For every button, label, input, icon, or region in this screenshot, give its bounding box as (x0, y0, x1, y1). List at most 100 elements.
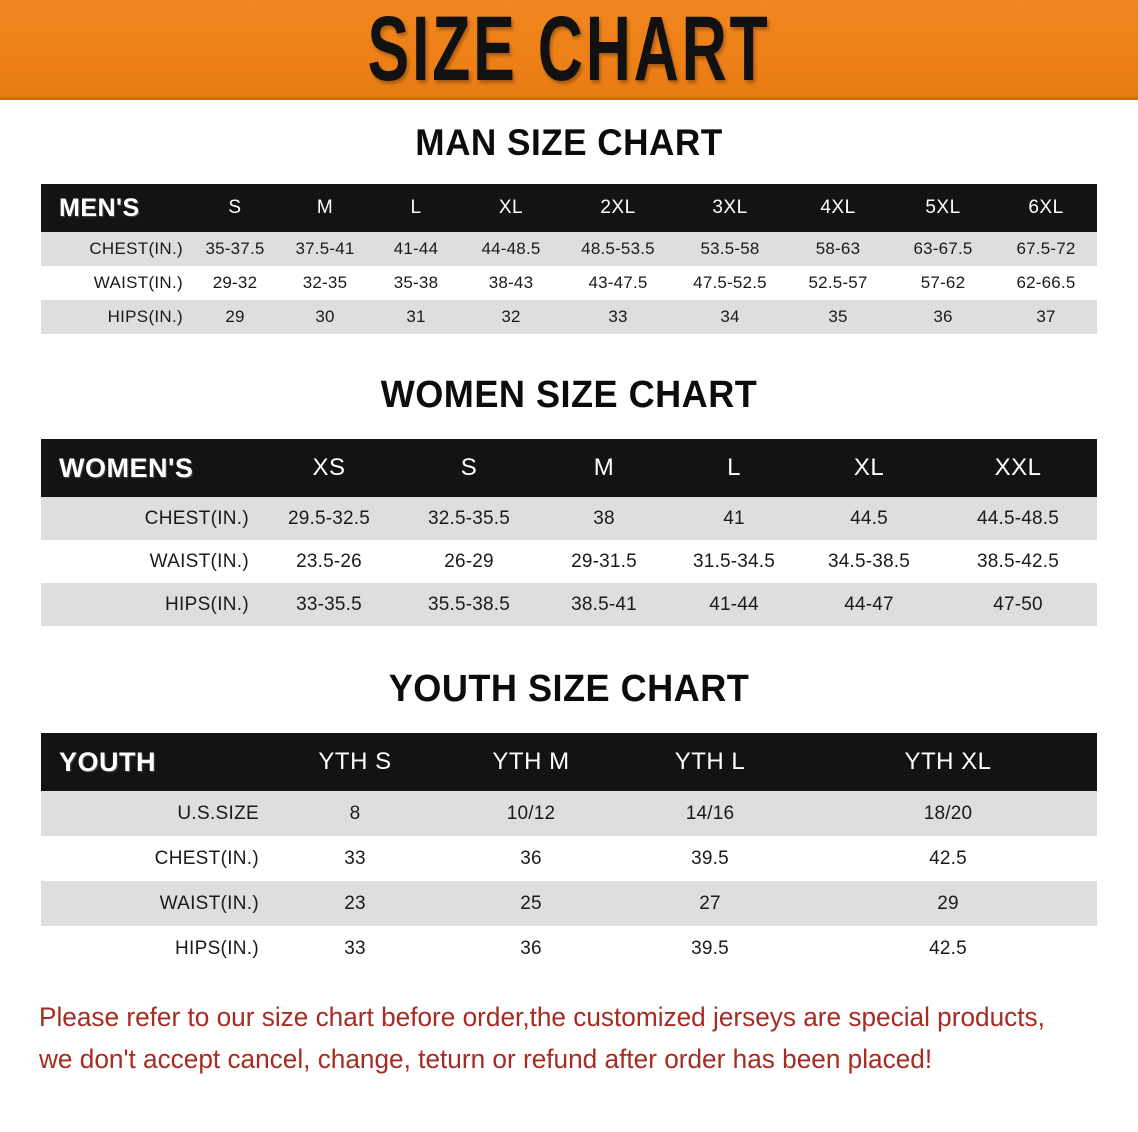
man-cell: 33 (561, 300, 675, 334)
table-row: WAIST(IN.) 23.5-26 26-29 29-31.5 31.5-34… (41, 540, 1097, 583)
youth-cell: 29 (799, 881, 1097, 926)
man-cell: 57-62 (891, 266, 995, 300)
women-size-table-wrapper: WOMEN'S XS S M L XL XXL CHEST(IN.) 29.5-… (41, 439, 1097, 626)
youth-cell: 42.5 (799, 836, 1097, 881)
women-cell: 32.5-35.5 (399, 497, 539, 540)
youth-row-label: HIPS(IN.) (41, 926, 269, 971)
table-row: HIPS(IN.) 33 36 39.5 42.5 (41, 926, 1097, 971)
women-corner-label: WOMEN'S (41, 439, 259, 497)
table-row: CHEST(IN.) 33 36 39.5 42.5 (41, 836, 1097, 881)
women-cell: 41 (669, 497, 799, 540)
man-col-header: S (191, 184, 279, 232)
man-row-label: HIPS(IN.) (41, 300, 191, 334)
youth-row-label: U.S.SIZE (41, 791, 269, 836)
notice-line-2: we don't accept cancel, change, teturn o… (39, 1043, 933, 1074)
man-col-header: XL (461, 184, 561, 232)
women-col-header: L (669, 439, 799, 497)
man-row-label: CHEST(IN.) (41, 232, 191, 266)
youth-cell: 18/20 (799, 791, 1097, 836)
women-cell: 29-31.5 (539, 540, 669, 583)
man-cell: 41-44 (371, 232, 461, 266)
notice-line-1: Please refer to our size chart before or… (39, 1002, 1045, 1032)
man-col-header: 3XL (675, 184, 785, 232)
table-row: HIPS(IN.) 33-35.5 35.5-38.5 38.5-41 41-4… (41, 583, 1097, 626)
youth-row-label: WAIST(IN.) (41, 881, 269, 926)
youth-section-title: YOUTH SIZE CHART (388, 668, 750, 710)
youth-col-header: YTH S (269, 733, 441, 791)
man-col-header: 4XL (785, 184, 891, 232)
women-size-table: WOMEN'S XS S M L XL XXL CHEST(IN.) 29.5-… (41, 439, 1097, 626)
man-cell: 63-67.5 (891, 232, 995, 266)
youth-cell: 25 (441, 881, 621, 926)
youth-header-row: YOUTH YTH S YTH M YTH L YTH XL (41, 733, 1097, 791)
man-row-label: WAIST(IN.) (41, 266, 191, 300)
youth-cell: 36 (441, 926, 621, 971)
women-cell: 44-47 (799, 583, 939, 626)
order-policy-notice: Please refer to our size chart before or… (39, 997, 1067, 1081)
youth-size-table-wrapper: YOUTH YTH S YTH M YTH L YTH XL U.S.SIZE … (41, 733, 1097, 971)
man-cell: 30 (279, 300, 371, 334)
women-cell: 31.5-34.5 (669, 540, 799, 583)
table-row: U.S.SIZE 8 10/12 14/16 18/20 (41, 791, 1097, 836)
women-col-header: XS (259, 439, 399, 497)
man-col-header: M (279, 184, 371, 232)
man-cell: 38-43 (461, 266, 561, 300)
man-cell: 35 (785, 300, 891, 334)
youth-cell: 8 (269, 791, 441, 836)
table-row: CHEST(IN.) 35-37.5 37.5-41 41-44 44-48.5… (41, 232, 1097, 266)
women-col-header: S (399, 439, 539, 497)
man-cell: 35-37.5 (191, 232, 279, 266)
man-header-row: MEN'S S M L XL 2XL 3XL 4XL 5XL 6XL (41, 184, 1097, 232)
youth-cell: 39.5 (621, 926, 799, 971)
women-cell: 38 (539, 497, 669, 540)
women-cell: 41-44 (669, 583, 799, 626)
youth-corner-label: YOUTH (41, 733, 269, 791)
man-section-title: MAN SIZE CHART (415, 122, 723, 163)
women-col-header: XL (799, 439, 939, 497)
man-cell: 29-32 (191, 266, 279, 300)
women-col-header: M (539, 439, 669, 497)
table-row: CHEST(IN.) 29.5-32.5 32.5-35.5 38 41 44.… (41, 497, 1097, 540)
table-row: HIPS(IN.) 29 30 31 32 33 34 35 36 37 (41, 300, 1097, 334)
man-cell: 36 (891, 300, 995, 334)
youth-row-label: CHEST(IN.) (41, 836, 269, 881)
youth-cell: 36 (441, 836, 621, 881)
women-cell: 34.5-38.5 (799, 540, 939, 583)
youth-col-header: YTH M (441, 733, 621, 791)
man-cell: 43-47.5 (561, 266, 675, 300)
man-cell: 48.5-53.5 (561, 232, 675, 266)
women-cell: 44.5 (799, 497, 939, 540)
man-cell: 58-63 (785, 232, 891, 266)
youth-col-header: YTH L (621, 733, 799, 791)
youth-cell: 23 (269, 881, 441, 926)
man-col-header: 5XL (891, 184, 995, 232)
youth-cell: 42.5 (799, 926, 1097, 971)
man-cell: 31 (371, 300, 461, 334)
man-corner-label: MEN'S (41, 184, 191, 232)
women-cell: 35.5-38.5 (399, 583, 539, 626)
man-cell: 35-38 (371, 266, 461, 300)
youth-cell: 33 (269, 836, 441, 881)
women-row-label: HIPS(IN.) (41, 583, 259, 626)
man-cell: 67.5-72 (995, 232, 1097, 266)
women-col-header: XXL (939, 439, 1097, 497)
man-cell: 37 (995, 300, 1097, 334)
women-section-title: WOMEN SIZE CHART (380, 374, 758, 416)
man-size-table-wrapper: MEN'S S M L XL 2XL 3XL 4XL 5XL 6XL CHEST… (41, 184, 1097, 334)
youth-cell: 27 (621, 881, 799, 926)
youth-cell: 33 (269, 926, 441, 971)
man-col-header: L (371, 184, 461, 232)
man-cell: 53.5-58 (675, 232, 785, 266)
women-cell: 23.5-26 (259, 540, 399, 583)
man-cell: 62-66.5 (995, 266, 1097, 300)
man-cell: 52.5-57 (785, 266, 891, 300)
man-cell: 29 (191, 300, 279, 334)
youth-col-header: YTH XL (799, 733, 1097, 791)
man-cell: 37.5-41 (279, 232, 371, 266)
man-cell: 47.5-52.5 (675, 266, 785, 300)
women-cell: 33-35.5 (259, 583, 399, 626)
page-title: SIZE CHART (367, 0, 771, 100)
women-cell: 44.5-48.5 (939, 497, 1097, 540)
women-header-row: WOMEN'S XS S M L XL XXL (41, 439, 1097, 497)
women-cell: 29.5-32.5 (259, 497, 399, 540)
